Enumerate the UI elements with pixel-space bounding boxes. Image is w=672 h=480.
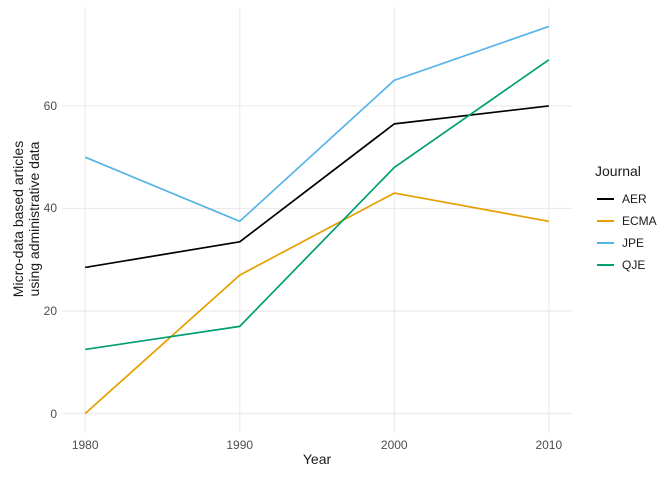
y-tick-label-40: 40: [43, 201, 57, 216]
series-line-qje: [85, 59, 550, 351]
legend-label-ecma: ECMA: [622, 214, 657, 228]
y-axis-title-line2: using administrative data: [26, 141, 42, 297]
legend-items: AER ECMA JPE QJE: [591, 188, 671, 276]
legend-item-aer: AER: [591, 188, 671, 210]
legend-key-line-ecma: [597, 220, 614, 222]
legend-key-line-aer: [597, 198, 614, 200]
series-line-ecma: [84, 192, 549, 415]
legend-item-qje: QJE: [591, 254, 671, 276]
x-tick-label-2010: 2010: [535, 438, 563, 452]
x-tick-label-1980: 1980: [71, 438, 99, 452]
data-series-lines: [84, 25, 550, 415]
y-axis-title: Micro-data based articles using administ…: [10, 141, 42, 297]
legend-item-jpe: JPE: [591, 232, 671, 254]
y-tick-label-60: 60: [43, 98, 57, 113]
y-axis-title-line1: Micro-data based articles: [10, 140, 26, 298]
x-tick-label-2000: 2000: [380, 438, 408, 452]
legend-key-line-qje: [597, 264, 614, 266]
grid-lines: [62, 7, 572, 433]
y-tick-label-0: 0: [50, 406, 57, 421]
legend: Journal AER ECMA JPE QJE: [591, 163, 671, 276]
series-line-jpe: [84, 25, 550, 223]
legend-label-qje: QJE: [622, 258, 646, 272]
legend-title: Journal: [595, 163, 641, 179]
x-axis-title: Year: [302, 451, 332, 467]
legend-label-aer: AER: [622, 192, 647, 206]
y-tick-label-20: 20: [43, 303, 57, 318]
legend-item-ecma: ECMA: [591, 210, 671, 232]
legend-key-line-jpe: [597, 242, 614, 244]
series-line-aer: [85, 105, 549, 269]
legend-label-jpe: JPE: [622, 236, 645, 250]
x-tick-label-1990: 1990: [226, 438, 254, 452]
